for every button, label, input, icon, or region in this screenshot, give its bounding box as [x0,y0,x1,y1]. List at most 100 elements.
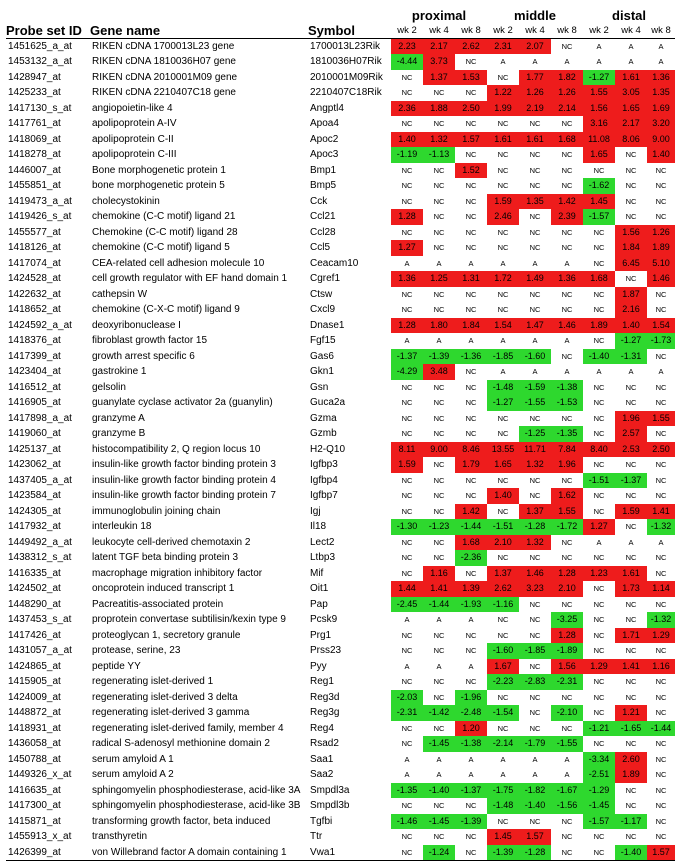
symbol-cell: Reg3g [310,707,340,719]
fold-change-cell: A [436,258,442,268]
fold-change-cell: -1.93 [455,596,487,612]
gene-name-cell: gastrokine 1 [92,366,147,378]
fold-change-cell: 3.05 [615,85,647,101]
probe-set-id-cell: 1425233_at [8,87,61,99]
fold-change-cell: 1.88 [423,100,455,116]
fold-change-cell: NC [655,351,667,361]
fold-change-cell: -3.34 [583,751,615,767]
symbol-cell: 2210407C18Rik [310,87,382,99]
gene-name-header: Gene name [90,6,308,39]
probe-set-id-cell: 1455851_at [8,180,61,192]
fold-change-cell: -1.16 [487,596,519,612]
fold-change-cell: -1.79 [519,736,551,752]
fold-change-cell: -1.55 [519,395,551,411]
fold-change-cell: 2.10 [487,534,519,550]
fold-change-cell: NC [655,491,667,501]
gene-name-cell: histocompatibility 2, Q region locus 10 [92,443,261,455]
fold-change-cell: A [436,754,442,764]
fold-change-cell: NC [529,692,541,702]
table-row: 1423062_at insulin-like growth factor bin… [6,457,675,473]
fold-change-cell: NC [561,832,573,842]
fold-change-cell: NC [655,785,667,795]
fold-change-cell: NC [465,181,477,191]
fold-change-cell: 1.61 [519,131,551,147]
fold-change-cell: NC [655,832,667,842]
table-row: 1450788_at serum amyloid A 1 Saa1 A A A A A A -3.… [6,751,675,767]
fold-change-cell: NC [401,429,413,439]
fold-change-cell: 1.55 [647,410,676,426]
fold-change-cell: NC [593,615,605,625]
gene-name-cell: insulin-like growth factor binding prote… [92,474,276,486]
fold-change-cell: 1.31 [455,271,487,287]
fold-change-cell: 1.22 [487,85,519,101]
probe-set-id-cell: 1415871_at [8,815,61,827]
fold-change-cell: NC [465,243,477,253]
probe-set-id-cell: 1417426_at [8,629,61,641]
fold-change-cell: A [436,770,442,780]
fold-change-cell: NC [401,723,413,733]
fold-change-cell: 1.55 [551,503,583,519]
week-header: wk 4 [423,23,455,39]
fold-change-cell: -1.57 [583,209,615,225]
fold-change-cell: A [404,258,410,268]
fold-change-cell: NC [561,227,573,237]
fold-change-cell: 1.32 [423,131,455,147]
fold-change-cell: 1.55 [583,85,615,101]
probe-set-id-cell: 1436058_at [8,738,61,750]
fold-change-cell: -1.32 [647,612,676,628]
fold-change-cell: 1.89 [647,240,676,256]
fold-change-cell: 1.56 [583,100,615,116]
fold-change-cell: NC [529,723,541,733]
table-row: 1428947_at RIKEN cDNA 2010001M09 gene 2010… [6,69,676,85]
symbol-cell: 1700013L23Rik [310,41,381,52]
fold-change-cell: 3.23 [519,581,551,597]
probe-set-id-cell: 1450788_at [8,753,61,765]
fold-change-cell: NC [433,119,445,129]
fold-change-cell: NC [497,289,509,299]
fold-change-cell: 1.23 [583,565,615,581]
symbol-cell: Dnase1 [310,319,345,331]
fold-change-cell: NC [497,413,509,423]
fold-change-cell: 3.73 [423,54,455,70]
fold-change-cell: NC [593,491,605,501]
probe-set-id-cell: 1448872_at [8,707,61,719]
fold-change-cell: NC [433,227,445,237]
fold-change-cell: -1.27 [487,395,519,411]
fold-change-cell: -1.17 [615,813,647,829]
fold-change-cell: 2.46 [487,209,519,225]
fold-change-cell: NC [593,382,605,392]
fold-change-cell: 1.52 [455,162,487,178]
probe-set-id-cell: 1449492_a_at [8,536,72,548]
fold-change-cell: NC [593,708,605,718]
fold-change-cell: 1.61 [615,69,647,85]
fold-change-cell: 2.14 [551,100,583,116]
fold-change-cell: 1.56 [551,658,583,674]
fold-change-cell: NC [433,553,445,563]
probe-set-id-cell: 1453132_a_at [8,56,72,68]
fold-change-cell: -1.30 [391,519,423,535]
fold-change-cell: -1.51 [487,519,519,535]
fold-change-cell: A [596,367,602,377]
symbol-cell: Ltbp3 [310,552,336,564]
fold-change-cell: A [532,336,538,346]
symbol-cell: Lect2 [310,536,335,548]
fold-change-cell: A [658,367,664,377]
fold-change-cell: 1.59 [391,457,423,473]
table-row: 1424592_a_at deoxyribonuclease I Dnase1 1.2… [6,317,676,333]
table-row: 1419060_at granzyme B Gzmb NC NC NC NC -1.25 -1.… [6,426,675,442]
fold-change-cell: NC [497,305,509,315]
table-row: 1449326_x_at serum amyloid A 2 Saa2 A A A A A A -… [6,767,675,783]
gene-name-cell: transforming growth factor, beta induced [92,815,271,827]
week-header: wk 2 [391,23,423,39]
week-header: wk 8 [455,23,487,39]
symbol-cell: Igfbp4 [310,474,338,486]
gene-name-cell: Chemokine (C-C motif) ligand 28 [92,226,238,238]
fold-change-cell: 8.11 [391,441,423,457]
expression-table-figure: Probe set ID Gene name Symbol proximal m… [6,6,676,861]
fold-change-cell: NC [401,181,413,191]
symbol-cell: Saa2 [310,769,334,781]
fold-change-cell: -1.42 [423,705,455,721]
fold-change-cell: -1.53 [551,395,583,411]
fold-change-cell: NC [625,646,637,656]
fold-change-cell: NC [465,646,477,656]
